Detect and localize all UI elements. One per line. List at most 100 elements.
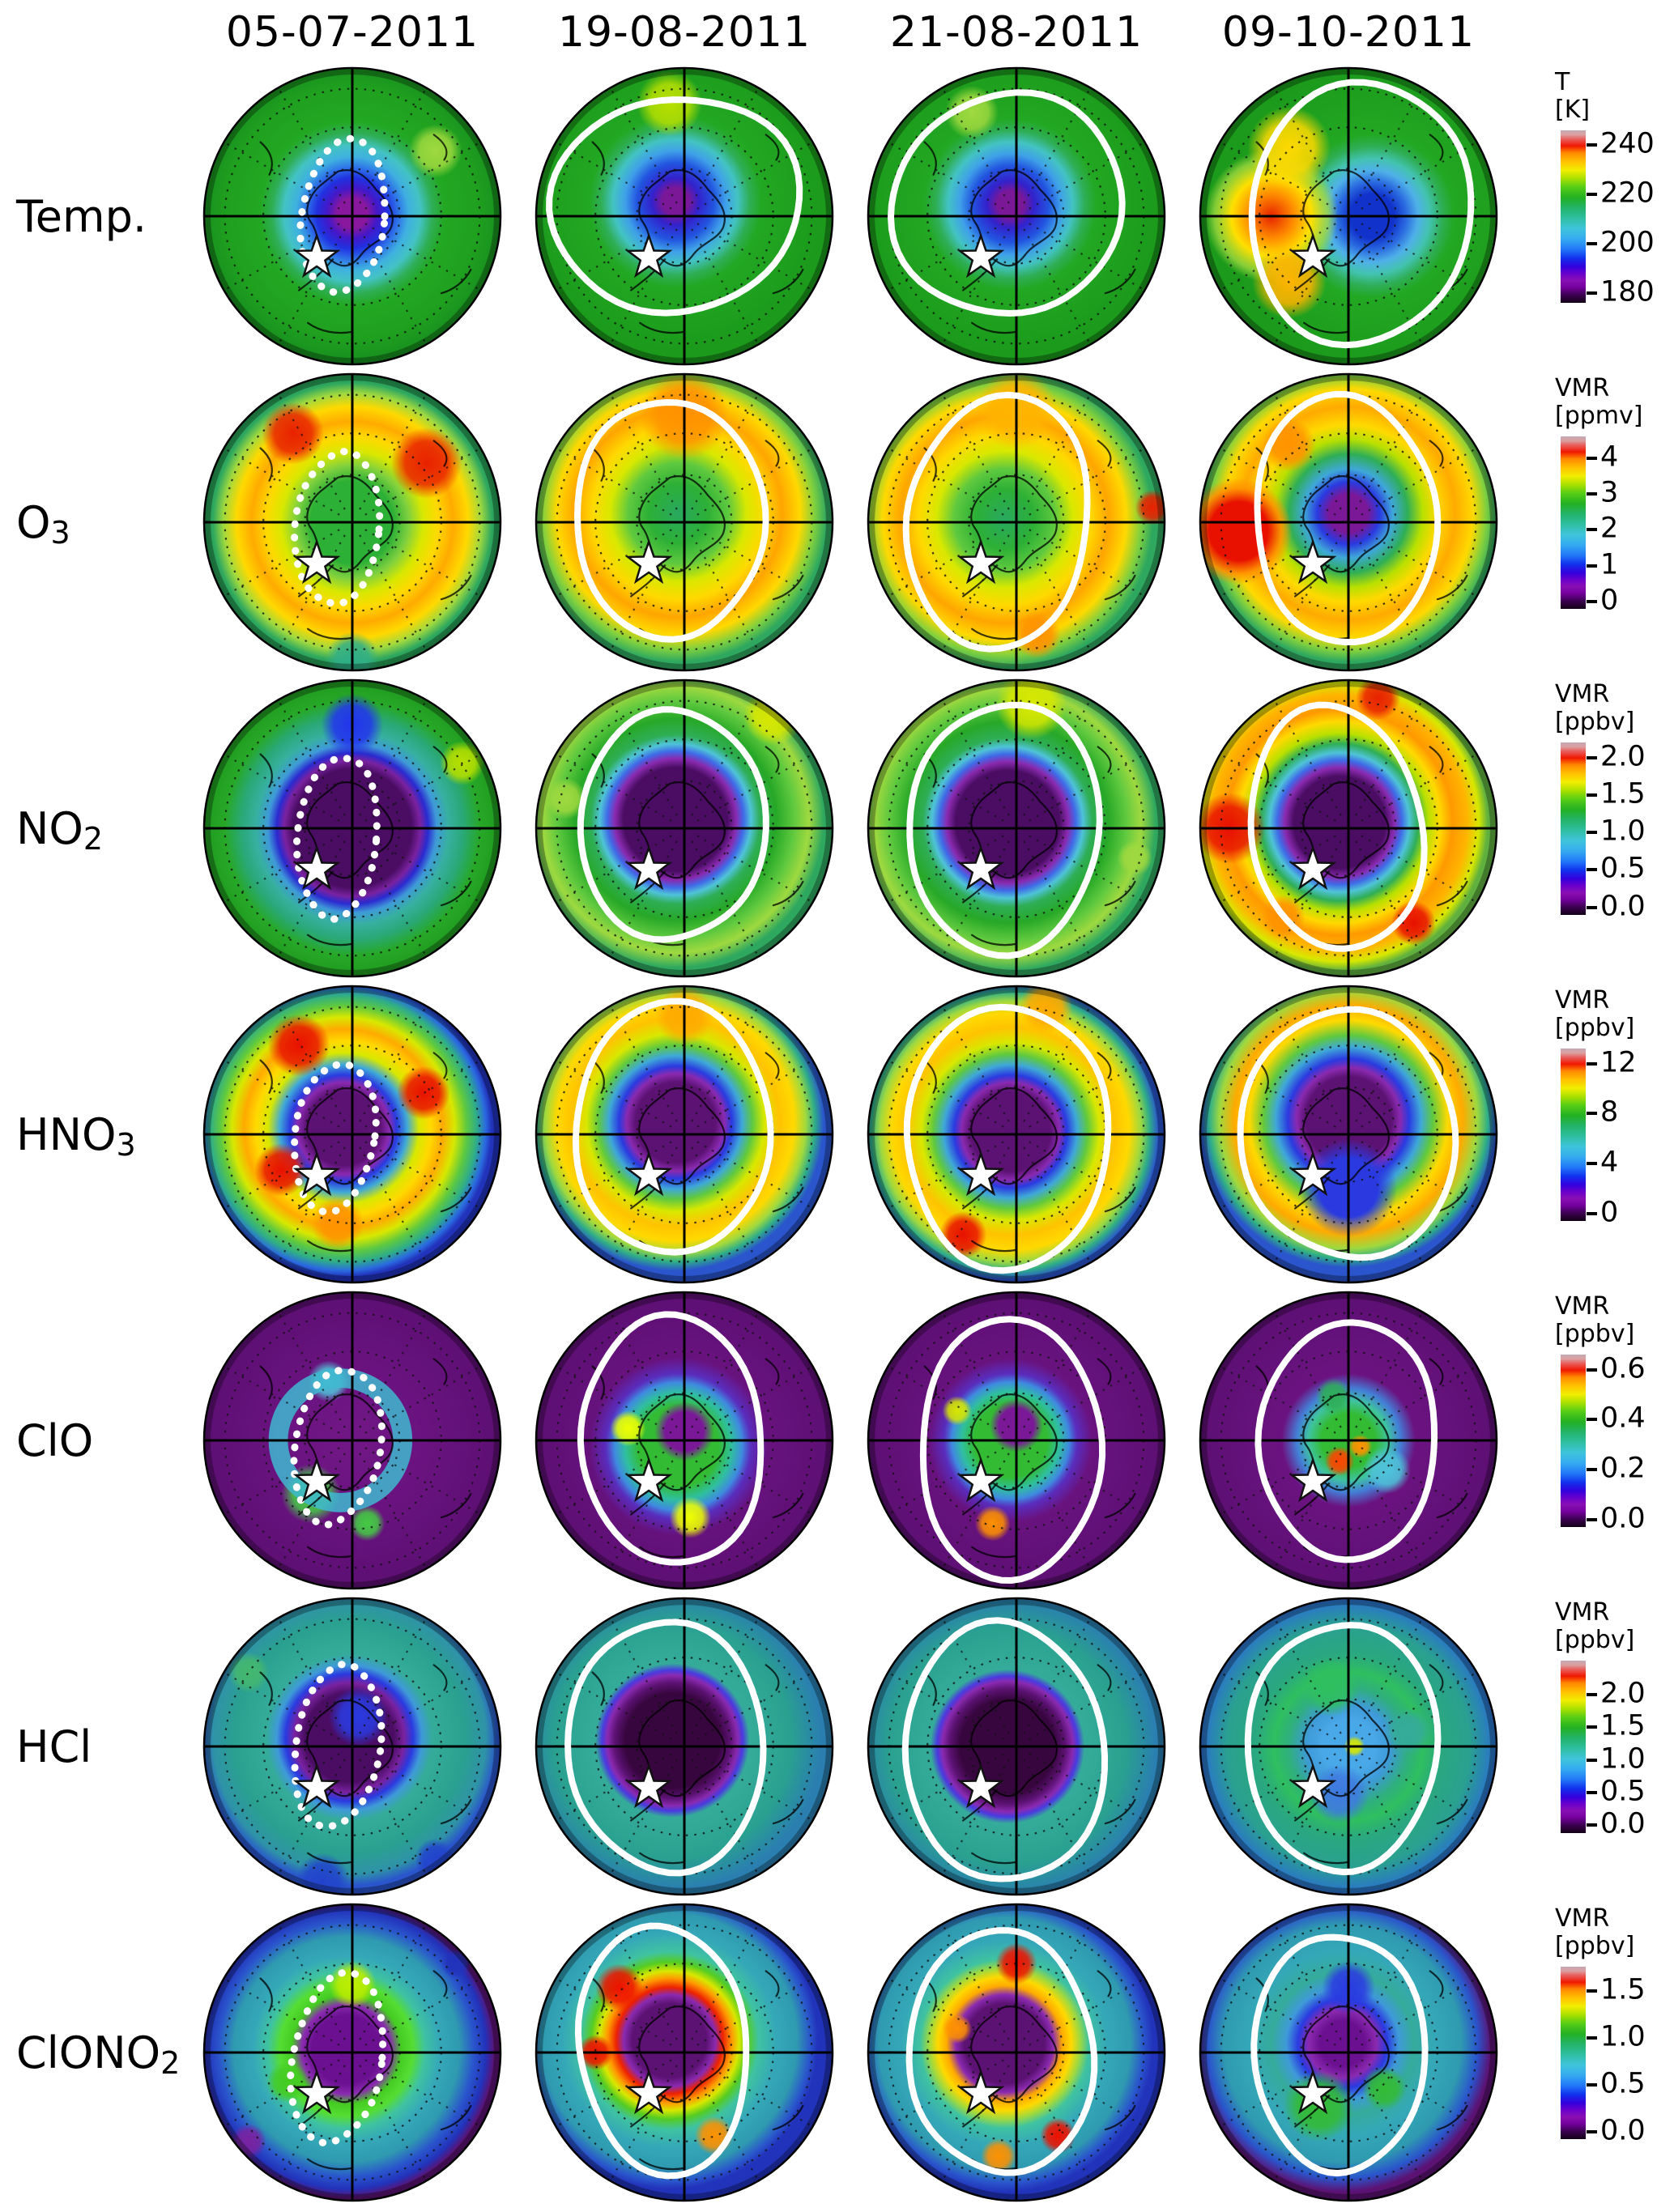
vortex-contour [1237,1006,1459,1261]
map-boundary [202,1903,502,2202]
station-star-icon [956,538,1005,585]
row-label-text: ClO [16,1414,94,1466]
map-panel-Temp.-09-10-2011 [1199,66,1498,366]
field-anomaly [544,777,587,820]
colorbar-tick [1587,2035,1597,2040]
colorbar: VMR [ppbv] 1.5 1.0 0.5 0.0 [1514,1899,1674,2206]
map-boundary [535,1597,834,1896]
field-anomaly [974,1505,1011,1542]
colorbar-tick-label: 1.5 [1600,1973,1646,2006]
colorbar-tick [1587,1112,1597,1116]
station-star-icon [624,1763,673,1809]
map-edge-shading [537,375,832,670]
map-panel-cell [186,981,518,1287]
graticule [204,986,500,1283]
colorbar-title: VMR [1555,1904,1610,1933]
figure-row-ClO: ClO VMR [ppbv] 0.6 0.4 0.2 0.0 [0,1287,1674,1593]
colorbar-tick-label: 1.0 [1600,2020,1646,2053]
colorbar: VMR [ppbv] 0.6 0.4 0.2 0.0 [1514,1287,1674,1593]
colorbar-tick-label: 0.0 [1600,1807,1646,1840]
colorbar-tick [1587,1418,1597,1422]
map-edge-shading [205,1599,500,1894]
vortex-contour [902,391,1091,653]
colorbar-tick [1587,905,1597,909]
station-star-icon [1289,844,1337,891]
vortex-contour [574,1922,750,2180]
colorbar-tick [1587,564,1597,568]
colorbar-tick-label: 4 [1600,1146,1619,1179]
figure-row-O3: O 3 VMR [ppmv] 4 3 2 1 0 [0,369,1674,675]
map-boundary [1199,985,1498,1284]
colorbar-gradient [1561,1355,1586,1527]
graticule [1200,1292,1497,1589]
colorbar-gradient [1561,130,1586,303]
colorbar-tick-label: 180 [1600,275,1655,308]
field-anomaly [637,70,702,137]
graticule [1200,1598,1497,1895]
row-label-text: NO [16,802,83,854]
map-edge-shading [1201,69,1496,364]
vortex-contour [1250,1933,1429,2177]
map-edge-shading [537,69,832,364]
map-edge-shading [1201,987,1496,1282]
map-panel-cell [850,675,1182,981]
map-boundary [202,1597,502,1896]
coastlines [591,1358,804,1559]
map-panel-HNO3-05-07-2011 [202,985,502,1284]
field-anomaly [1117,840,1153,876]
colorbar-unit: [ppbv] [1555,1320,1635,1348]
field-anomaly [1383,1708,1432,1755]
field-anomaly [328,1687,388,1746]
vortex-contour [296,134,389,296]
colorbar-tick-label: 8 [1600,1095,1619,1129]
field-anomaly [1348,1434,1373,1458]
station-star-icon [956,1763,1005,1809]
station-star-icon [956,232,1005,279]
station-star-icon [956,844,1005,891]
map-panel-cell [518,369,850,675]
colorbar-tick-label: 1.5 [1600,1709,1646,1742]
station-star-icon [292,538,341,585]
field-anomaly [441,1948,471,1979]
field-anomaly [1363,1446,1411,1494]
map-boundary [202,678,502,978]
colorbar-tick [1587,1517,1597,1521]
field-anomaly [1135,489,1165,525]
figure-row-HNO3: HNO 3 VMR [ppbv] 12 8 4 0 [0,981,1674,1287]
coastlines [923,1664,1136,1865]
column-header-date-2: 19-08-2011 [557,8,811,57]
graticule [868,374,1165,670]
station-star-icon [624,1457,673,1503]
map-panel-HCl-05-07-2011 [202,1597,502,1896]
field-anomaly [310,1196,364,1250]
colorbar-tick-label: 0 [1600,1196,1619,1229]
map-panel-NO2-19-08-2011 [535,678,834,978]
map-boundary [1199,678,1498,978]
graticule [204,1904,500,2201]
map-boundary [867,372,1166,672]
map-panel-Temp.-21-08-2011 [867,66,1166,366]
colorbar-tick [1587,291,1597,295]
map-edge-shading [205,681,500,976]
colorbar-unit: [ppbv] [1555,1932,1635,1960]
colorbar-tick [1587,1162,1597,1166]
map-panel-cell [1182,1899,1514,2206]
field-anomaly [262,402,325,465]
colorbar-tick [1587,755,1597,759]
vortex-contour [919,1316,1106,1584]
colorbar-tick-label: 12 [1600,1045,1637,1078]
map-panel-ClO-09-10-2011 [1199,1291,1498,1590]
map-edge-shading [205,1293,500,1588]
map-panel-cell [186,675,518,981]
colorbar-gradient [1561,1049,1586,1221]
station-star-icon [1289,1457,1337,1503]
station-star-icon [292,232,341,279]
field-anomaly [266,2061,309,2104]
map-edge-shading [869,375,1164,670]
colorbar-title: VMR [1555,1598,1610,1627]
row-label-subscript: 2 [83,821,104,857]
colorbar-tick-label: 0.4 [1600,1402,1646,1435]
station-star-icon [292,1763,341,1809]
colorbar: VMR [ppbv] 2.0 1.5 1.0 0.5 0.0 [1514,675,1674,981]
map-boundary [867,1291,1166,1590]
